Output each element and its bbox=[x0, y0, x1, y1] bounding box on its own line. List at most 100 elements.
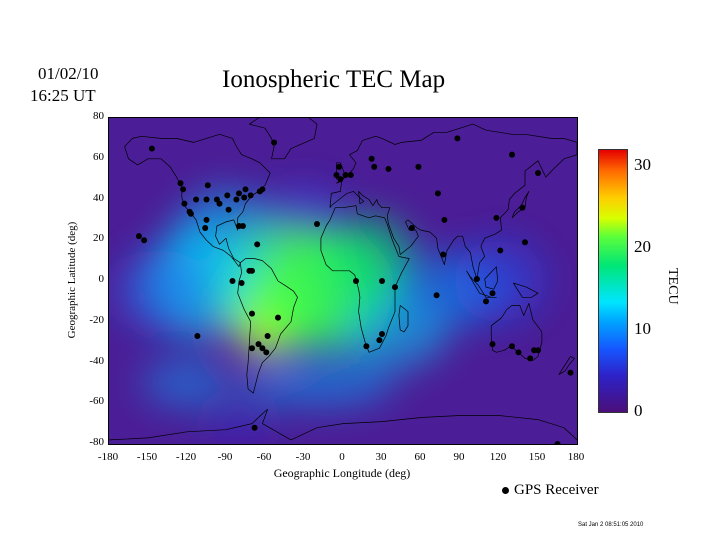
y-tick-label: -80 bbox=[89, 436, 104, 448]
gps-receiver-marker bbox=[259, 345, 266, 352]
gps-receiver-marker bbox=[203, 216, 210, 223]
gps-receiver-marker bbox=[242, 186, 249, 193]
tec-field bbox=[115, 185, 545, 440]
x-tick-label: 60 bbox=[414, 451, 426, 463]
colorbar-label: TECU bbox=[665, 268, 680, 305]
tec-region bbox=[174, 189, 278, 292]
gps-receiver-marker bbox=[347, 172, 354, 179]
gps-receiver-marker bbox=[379, 278, 385, 284]
x-tick-label: 0 bbox=[339, 451, 345, 463]
y-tick-label: 60 bbox=[93, 150, 104, 163]
coastline bbox=[237, 258, 298, 394]
gps-receiver-marker bbox=[233, 196, 240, 203]
gps-receiver-marker bbox=[473, 275, 480, 282]
gps-receiver-marker bbox=[336, 163, 343, 170]
tec-region bbox=[115, 250, 207, 332]
coastlines bbox=[109, 118, 577, 441]
gps-receiver-marker bbox=[567, 369, 574, 376]
gps-receiver-marker bbox=[204, 182, 211, 189]
gps-receiver-marker bbox=[554, 441, 561, 444]
x-tick-label: 90 bbox=[453, 451, 465, 463]
tec-region bbox=[141, 358, 233, 408]
gps-receiver-marker bbox=[515, 349, 522, 356]
gps-receiver-marker bbox=[392, 284, 398, 291]
y-tick-label: 0 bbox=[98, 273, 105, 285]
gps-receiver-marker bbox=[193, 196, 200, 203]
gps-receiver-marker bbox=[194, 333, 201, 340]
footer-timestamp: Sat Jan 2 08:51:05 2010 bbox=[578, 522, 644, 528]
coastline bbox=[329, 123, 577, 280]
gps-receiver-marker bbox=[229, 278, 236, 284]
gps-receiver-marker bbox=[202, 225, 209, 232]
gps-receiver-marker bbox=[254, 241, 261, 248]
gps-receiver-marker bbox=[433, 292, 440, 299]
y-axis-label: Geographic Latitude (deg) bbox=[66, 221, 78, 339]
gps-receiver-marker bbox=[376, 337, 383, 344]
gps-receiver-legend-label: GPS Receiver bbox=[514, 482, 599, 498]
gps-receiver-marker bbox=[177, 180, 184, 187]
x-tick-label: -150 bbox=[136, 451, 158, 463]
tec-region bbox=[239, 358, 395, 408]
map-title: Ionospheric TEC Map bbox=[222, 66, 446, 93]
gps-receiver-marker bbox=[225, 206, 232, 213]
y-tick-label: 20 bbox=[93, 232, 104, 245]
coastline bbox=[249, 118, 318, 160]
tec-region bbox=[265, 185, 343, 235]
tec-region bbox=[206, 407, 272, 440]
gps-receiver-marker bbox=[342, 172, 349, 179]
coastline bbox=[124, 133, 271, 268]
gps-receivers bbox=[135, 135, 574, 444]
gps-receiver-marker bbox=[203, 196, 210, 203]
gps-receiver-marker bbox=[314, 220, 320, 227]
tec-colorbar bbox=[598, 149, 628, 413]
gps-receiver-marker bbox=[259, 186, 266, 193]
gps-receiver-marker bbox=[493, 214, 500, 221]
gps-receiver-marker bbox=[148, 145, 155, 152]
y-tick-label: -60 bbox=[89, 395, 104, 408]
gps-receiver-marker bbox=[187, 210, 194, 217]
x-tick-label: 180 bbox=[567, 451, 585, 463]
x-tick-label: -180 bbox=[97, 451, 119, 463]
x-tick-label: 150 bbox=[528, 451, 546, 463]
colorbar-tick-label: 20 bbox=[634, 237, 651, 257]
gps-receiver-marker bbox=[241, 194, 248, 201]
gps-receiver-marker bbox=[333, 172, 340, 179]
coastline bbox=[466, 270, 497, 298]
gps-receiver-marker bbox=[180, 186, 187, 193]
coastline bbox=[109, 409, 577, 441]
coastline bbox=[558, 356, 575, 375]
time-label: 16:25 UT bbox=[30, 86, 96, 105]
tec-map-canvas bbox=[109, 118, 577, 444]
coastline bbox=[398, 305, 409, 333]
gps-receiver-marker bbox=[497, 247, 504, 254]
gps-receiver-marker bbox=[535, 170, 541, 177]
tec-map bbox=[108, 117, 578, 445]
gps-receiver-marker bbox=[247, 192, 254, 199]
gps-receiver-marker bbox=[337, 176, 344, 183]
gps-receiver-marker bbox=[275, 314, 281, 321]
coastline bbox=[513, 282, 539, 298]
colorbar-tick-label: 10 bbox=[634, 319, 651, 339]
gps-receiver-marker bbox=[440, 251, 447, 258]
gps-receiver-marker bbox=[441, 216, 448, 223]
gps-receiver-marker bbox=[236, 190, 242, 197]
gps-receiver-marker bbox=[135, 233, 142, 240]
y-tick-label: -20 bbox=[89, 313, 104, 326]
gps-receiver-marker bbox=[489, 290, 496, 297]
y-tick-label: 80 bbox=[93, 110, 104, 122]
gps-receiver-marker bbox=[379, 330, 385, 337]
gps-receiver-marker bbox=[519, 204, 526, 211]
tec-region bbox=[453, 240, 545, 322]
x-tick-label: 120 bbox=[489, 451, 507, 463]
date-label: 01/02/10 bbox=[38, 64, 99, 83]
gps-receiver-marker bbox=[489, 341, 496, 348]
y-tick-label: 40 bbox=[93, 191, 104, 204]
x-tick-label: -90 bbox=[217, 451, 233, 463]
gps-receiver-legend-icon bbox=[502, 487, 509, 494]
gps-receiver-marker bbox=[251, 424, 258, 431]
gps-receiver-marker bbox=[249, 267, 255, 274]
gps-receiver-marker bbox=[263, 349, 270, 356]
gps-receiver-marker bbox=[249, 310, 255, 317]
gps-receiver-marker bbox=[353, 278, 359, 284]
gps-receiver-marker bbox=[509, 343, 515, 350]
